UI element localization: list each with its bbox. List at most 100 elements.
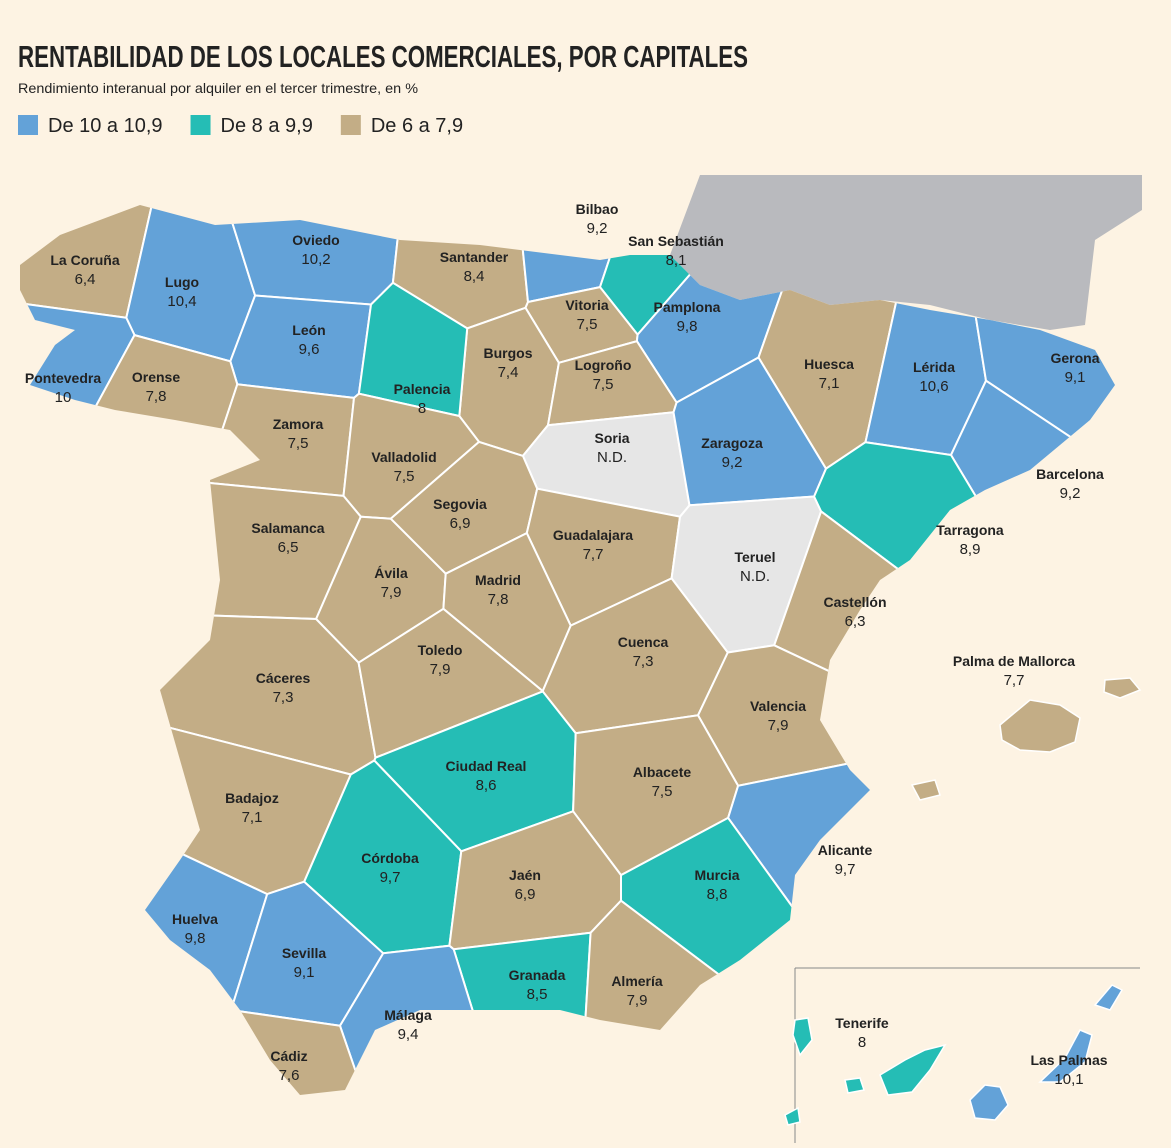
province-name: Teruel (735, 549, 776, 565)
province-name: Logroño (575, 357, 632, 373)
island (879, 1043, 947, 1096)
province-value: 6,9 (450, 515, 471, 532)
province-name: Almería (611, 973, 663, 989)
province-name: Jaén (509, 867, 541, 883)
province-name: Madrid (475, 572, 521, 588)
province-value: 10,1 (1054, 1071, 1083, 1088)
province-name: Palma de Mallorca (953, 653, 1075, 669)
province-value: 7,5 (593, 376, 614, 393)
province-name: Huelva (172, 911, 218, 927)
province-value: 8,6 (476, 777, 497, 794)
province-name: Murcia (694, 867, 739, 883)
province-name: Pamplona (654, 299, 721, 315)
province-name: Málaga (384, 1007, 432, 1023)
island (1103, 677, 1142, 699)
province-value: 8 (858, 1034, 866, 1051)
island (1093, 984, 1124, 1011)
province-value: 8,5 (527, 986, 548, 1003)
province-value: N.D. (597, 449, 627, 466)
provinces (20, 205, 1115, 1095)
province-value: 7,6 (279, 1067, 300, 1084)
province-name: Granada (509, 967, 566, 983)
province-value: 9,1 (294, 964, 315, 981)
province-value: 7,7 (583, 546, 604, 563)
province-value: 7,5 (652, 783, 673, 800)
province-name: Salamanca (251, 520, 324, 536)
province-name: Segovia (433, 496, 487, 512)
province-value: 7,1 (242, 809, 263, 826)
province-name: Ávila (374, 565, 408, 581)
province-name: Cáceres (256, 670, 311, 686)
province-value: 8,1 (666, 252, 687, 269)
island (784, 1106, 801, 1126)
province-name: Cuenca (618, 634, 669, 650)
province-name: Ciudad Real (446, 758, 527, 774)
province-value: 7,3 (273, 689, 294, 706)
province-value: 9,8 (185, 930, 206, 947)
france (670, 175, 1142, 330)
province-value: 6,4 (75, 271, 96, 288)
title: RENTABILIDAD DE LOS LOCALES COMERCIALES,… (18, 39, 748, 74)
province-value: 7,7 (1004, 672, 1025, 689)
province-name: Sevilla (282, 945, 327, 961)
province-value: 7,1 (819, 375, 840, 392)
province-value: 7,9 (768, 717, 789, 734)
province-value: 8,9 (960, 541, 981, 558)
province-value: 10,6 (919, 378, 948, 395)
subtitle: Rendimiento interanual por alquiler en e… (18, 80, 418, 96)
province-name: La Coruña (50, 252, 119, 268)
province-value: 8,4 (464, 268, 485, 285)
legend-swatch (340, 115, 361, 135)
province-name: Soria (594, 430, 629, 446)
legend-label: De 6 a 7,9 (371, 115, 463, 137)
province-value: 9,2 (1060, 485, 1081, 502)
province-value: 6,5 (278, 539, 299, 556)
province-value: 9,1 (1065, 369, 1086, 386)
province-value: 10,4 (167, 293, 196, 310)
province-value: 9,7 (380, 869, 401, 886)
province-name: Barcelona (1036, 466, 1104, 482)
province-name: Toledo (418, 642, 463, 658)
legend-swatch (190, 115, 211, 135)
province-name: Guadalajara (553, 527, 633, 543)
province-name: Valencia (750, 698, 806, 714)
province-name: Tenerife (835, 1015, 889, 1031)
province-name: Córdoba (361, 850, 419, 866)
province-name: Lugo (165, 274, 199, 290)
province-value: 10,2 (301, 251, 330, 268)
island (792, 1017, 813, 1057)
legend-swatch (18, 115, 38, 135)
province-name: Las Palmas (1030, 1052, 1107, 1068)
province-name: Tarragona (936, 522, 1004, 538)
labels: La Coruña 6,4 Lugo 10,4 Oviedo 10,2 Santander 8… (25, 201, 1108, 1088)
province-name: Bilbao (576, 201, 619, 217)
islands (784, 677, 1142, 1126)
province-value: 6,3 (845, 613, 866, 630)
province-value: 7,5 (288, 435, 309, 452)
province-value: 7,9 (381, 584, 402, 601)
province-name: Burgos (484, 345, 533, 361)
province-name: Albacete (633, 764, 692, 780)
province-value: 7,8 (146, 388, 167, 405)
province-value: 7,5 (577, 316, 598, 333)
province-name: León (292, 322, 325, 338)
island (999, 699, 1081, 753)
province-value: 8 (418, 400, 426, 417)
province-value: 7,3 (633, 653, 654, 670)
province-name: Santander (440, 249, 509, 265)
province-value: 8,8 (707, 886, 728, 903)
province-value: 9,6 (299, 341, 320, 358)
province-name: Orense (132, 369, 180, 385)
province-value: 9,2 (587, 220, 608, 237)
province-name: Castellón (823, 594, 886, 610)
province-value: 9,4 (398, 1026, 419, 1043)
province-value: 7,8 (488, 591, 509, 608)
island (910, 779, 941, 801)
province-name: Zamora (273, 416, 324, 432)
province-value: 10 (55, 389, 72, 406)
province-value: 9,2 (722, 454, 743, 471)
province-name: Palencia (394, 381, 451, 397)
legend-label: De 10 a 10,9 (48, 115, 163, 137)
province-value: 9,8 (677, 318, 698, 335)
